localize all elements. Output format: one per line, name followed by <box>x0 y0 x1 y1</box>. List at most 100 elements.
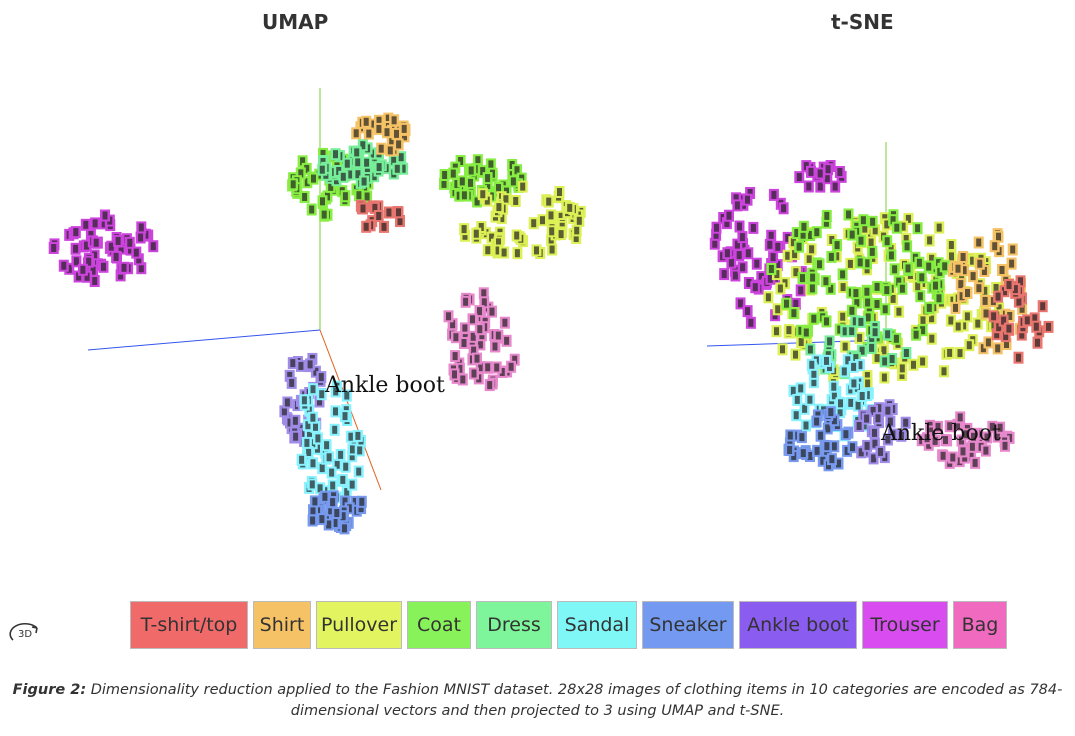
tsne-point-glyph <box>791 309 797 318</box>
tsne-point-glyph <box>924 434 930 443</box>
umap-point-glyph <box>496 184 501 192</box>
umap-point-glyph <box>347 170 353 179</box>
tsne-point-glyph <box>800 274 805 283</box>
umap-point-glyph <box>481 289 487 298</box>
tsne-point-glyph <box>768 231 774 240</box>
umap-point-glyph <box>471 346 477 355</box>
tsne-point-glyph <box>882 305 888 314</box>
umap-point-glyph <box>88 231 94 239</box>
legend-item-bag[interactable]: Bag <box>953 601 1007 649</box>
umap-point-glyph <box>348 432 354 441</box>
umap-point-glyph <box>370 149 376 158</box>
tsne-point-glyph <box>971 432 976 441</box>
tsne-point-glyph <box>851 379 857 388</box>
tsne-point-glyph <box>929 314 935 323</box>
tsne-point-glyph <box>884 237 890 246</box>
legend-item-sandal[interactable]: Sandal <box>557 601 637 649</box>
tsne-point-glyph <box>864 259 870 268</box>
legend-item-dress[interactable]: Dress <box>476 601 552 649</box>
tsne-point-glyph <box>817 182 823 191</box>
legend-item-trouser[interactable]: Trouser <box>862 601 948 649</box>
tsne-point-glyph <box>981 267 987 275</box>
tsne-point-glyph <box>991 312 997 321</box>
umap-point-glyph <box>502 318 508 327</box>
tsne-point-glyph <box>826 461 831 470</box>
3d-rotate-icon[interactable]: 3D <box>8 618 42 648</box>
umap-point-glyph <box>127 238 133 247</box>
tsne-point-glyph <box>992 242 998 251</box>
tsne-point-glyph <box>961 321 967 330</box>
umap-point-glyph <box>73 257 79 266</box>
umap-point-glyph <box>468 166 474 175</box>
umap-point-glyph <box>462 324 468 333</box>
tsne-point-glyph <box>807 395 813 404</box>
tsne-point-glyph <box>787 431 793 440</box>
umap-point-glyph <box>366 129 372 138</box>
tsne-point-glyph <box>824 356 829 365</box>
legend-item-t-shirt-top[interactable]: T-shirt/top <box>130 601 248 649</box>
legend-item-pullover[interactable]: Pullover <box>316 601 402 649</box>
tsne-point-glyph <box>767 274 773 283</box>
umap-point-glyph <box>344 488 350 497</box>
umap-point-glyph <box>138 233 144 242</box>
tsne-point-glyph <box>888 245 894 253</box>
tsne-point-glyph <box>739 233 745 242</box>
legend-item-sneaker[interactable]: Sneaker <box>642 601 734 649</box>
tsne-point-glyph <box>825 424 831 433</box>
tsne-point-glyph <box>959 272 965 281</box>
tsne-point-glyph <box>785 233 791 242</box>
tsne-point-glyph <box>878 447 883 456</box>
tsne-point-glyph <box>852 317 858 326</box>
tsne-point-glyph <box>721 270 727 279</box>
tsne-point-glyph <box>858 236 864 245</box>
umap-point-glyph <box>513 197 519 205</box>
umap-point-glyph <box>520 182 526 191</box>
tsne-point-glyph <box>872 439 878 448</box>
tsne-point-glyph <box>969 442 975 451</box>
umap-point-glyph <box>293 432 299 441</box>
legend-item-shirt[interactable]: Shirt <box>253 601 311 649</box>
umap-point-glyph <box>456 191 462 200</box>
umap-point-glyph <box>452 352 458 361</box>
umap-point-glyph <box>514 166 520 175</box>
legend-item-ankle-boot[interactable]: Ankle boot <box>739 601 857 649</box>
umap-point-glyph <box>484 196 490 205</box>
tsne-point-glyph <box>843 430 849 439</box>
tsne-point-glyph <box>786 326 792 335</box>
tsne-point-glyph <box>1002 287 1007 296</box>
tsne-point-glyph <box>929 334 935 343</box>
scatter-plots[interactable]: Ankle boot Ankle boot <box>0 0 1075 600</box>
umap-point-glyph <box>344 159 350 168</box>
tsne-point-glyph <box>724 249 730 258</box>
tsne-point-glyph <box>915 282 921 291</box>
tsne-point-glyph <box>964 430 969 439</box>
tsne-point-glyph <box>1019 330 1025 339</box>
tsne-point-glyph <box>976 284 982 293</box>
tsne-point-glyph <box>926 440 932 449</box>
tsne-point-glyph <box>831 382 837 391</box>
tsne-point-glyph <box>1010 245 1016 254</box>
umap-point-glyph <box>396 140 402 149</box>
tsne-point-glyph <box>884 220 890 229</box>
tsne-point-glyph <box>936 294 942 303</box>
umap-point-glyph <box>143 230 149 239</box>
tsne-point-glyph <box>828 252 834 261</box>
tsne-point-glyph <box>809 360 815 369</box>
umap-point-glyph <box>453 333 459 342</box>
tsne-point-glyph <box>811 378 817 387</box>
figure-caption: Figure 2: Dimensionality reduction appli… <box>0 680 1075 722</box>
umap-point-glyph <box>334 460 340 469</box>
umap-point-glyph <box>101 219 107 228</box>
legend-item-coat[interactable]: Coat <box>407 601 471 649</box>
umap-point-glyph <box>304 438 310 447</box>
tsne-point-glyph <box>920 326 926 335</box>
tsne-point-glyph <box>977 259 983 268</box>
tsne-point-glyph <box>953 303 958 312</box>
umap-point-glyph <box>546 197 552 206</box>
tsne-point-glyph <box>864 414 870 423</box>
tsne-point-glyph <box>894 223 900 232</box>
tsne-point-glyph <box>842 327 848 336</box>
umap-point-glyph <box>461 225 467 234</box>
tsne-point-glyph <box>874 300 880 308</box>
tsne-point-glyph <box>859 392 865 400</box>
